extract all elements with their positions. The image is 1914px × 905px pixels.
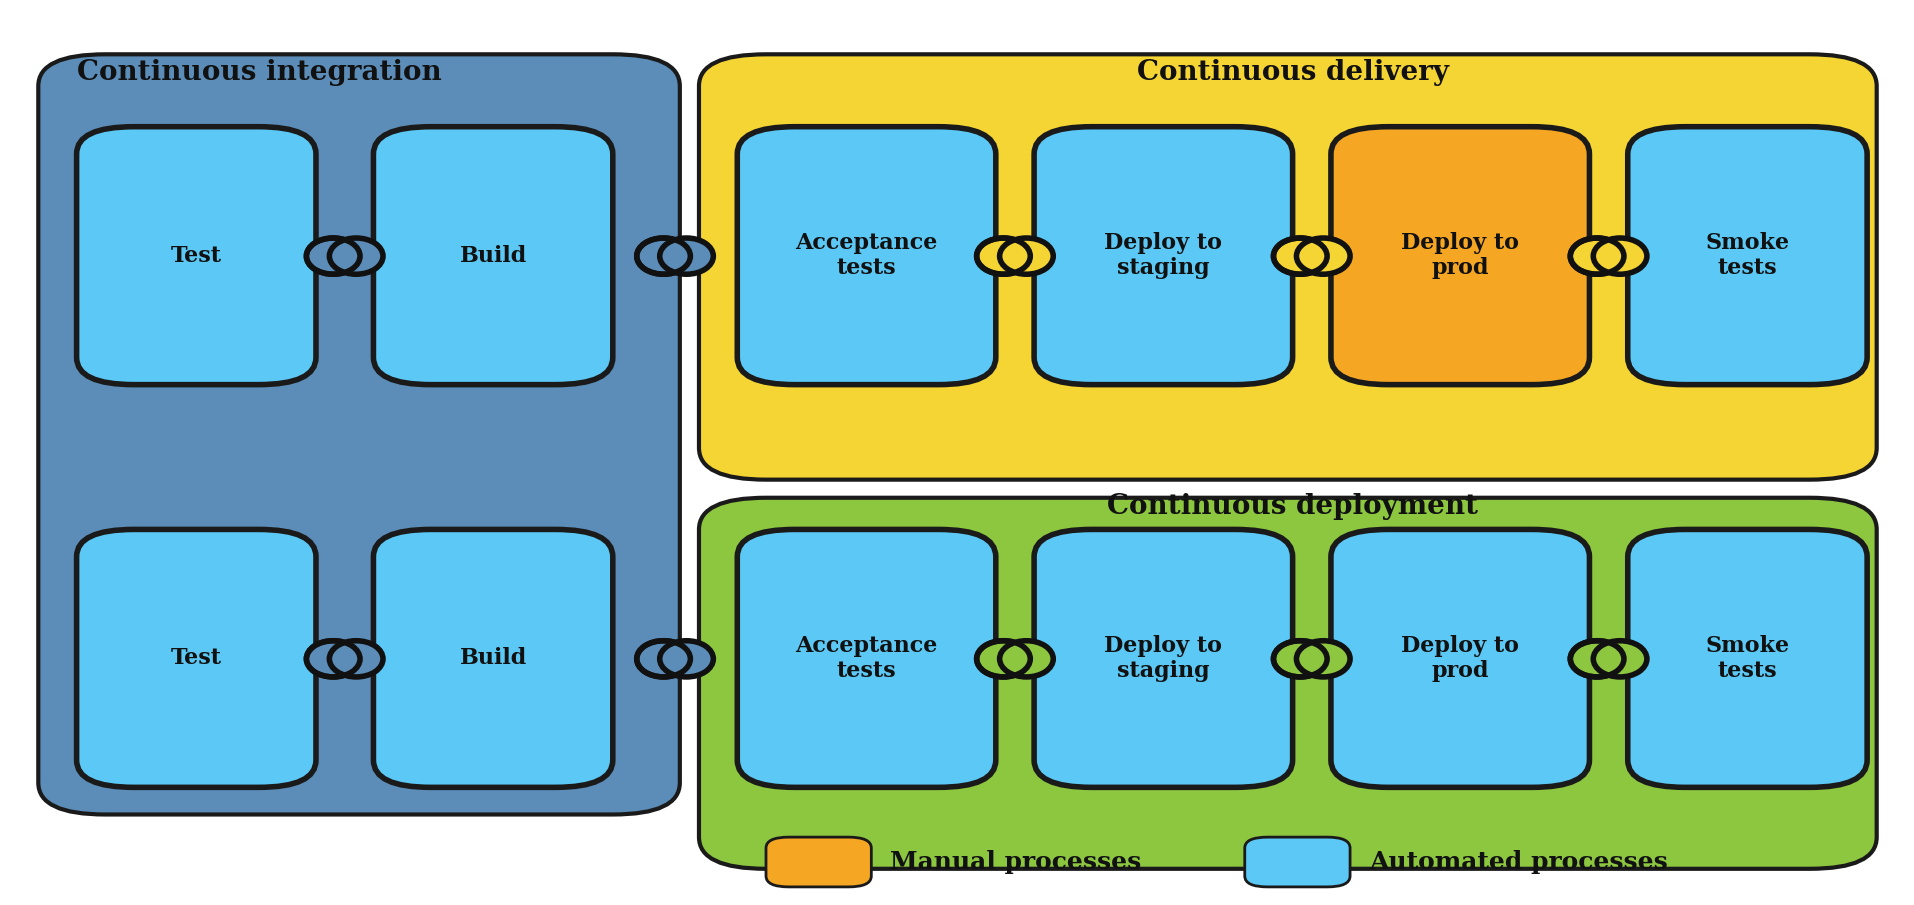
- Text: Deploy to
staging: Deploy to staging: [1104, 634, 1221, 682]
- Text: Continuous deployment: Continuous deployment: [1106, 493, 1478, 520]
- FancyBboxPatch shape: [373, 529, 612, 787]
- Ellipse shape: [1273, 238, 1326, 274]
- Text: Smoke
tests: Smoke tests: [1705, 634, 1788, 682]
- Ellipse shape: [329, 238, 383, 274]
- Text: Continuous integration: Continuous integration: [77, 59, 440, 86]
- Ellipse shape: [976, 641, 1030, 677]
- FancyBboxPatch shape: [38, 54, 679, 814]
- Text: Test: Test: [170, 244, 222, 267]
- Ellipse shape: [1592, 641, 1646, 677]
- FancyBboxPatch shape: [1627, 127, 1866, 385]
- Text: Test: Test: [170, 647, 222, 670]
- Text: Manual processes: Manual processes: [890, 850, 1141, 874]
- FancyBboxPatch shape: [1034, 529, 1292, 787]
- Text: Acceptance
tests: Acceptance tests: [794, 232, 938, 280]
- Ellipse shape: [999, 641, 1053, 677]
- Ellipse shape: [637, 238, 691, 274]
- FancyBboxPatch shape: [1330, 127, 1589, 385]
- Ellipse shape: [1296, 238, 1349, 274]
- FancyBboxPatch shape: [77, 529, 316, 787]
- FancyBboxPatch shape: [373, 127, 612, 385]
- Text: Continuous delivery: Continuous delivery: [1137, 59, 1447, 86]
- FancyBboxPatch shape: [737, 529, 995, 787]
- FancyBboxPatch shape: [1244, 837, 1349, 887]
- FancyBboxPatch shape: [699, 54, 1876, 480]
- Ellipse shape: [637, 641, 691, 677]
- Text: Smoke
tests: Smoke tests: [1705, 232, 1788, 280]
- Text: Automated processes: Automated processes: [1369, 850, 1667, 874]
- Ellipse shape: [306, 238, 360, 274]
- FancyBboxPatch shape: [77, 127, 316, 385]
- Ellipse shape: [660, 238, 714, 274]
- Ellipse shape: [999, 238, 1053, 274]
- Ellipse shape: [1569, 238, 1623, 274]
- Text: Acceptance
tests: Acceptance tests: [794, 634, 938, 682]
- Text: Deploy to
staging: Deploy to staging: [1104, 232, 1221, 280]
- Ellipse shape: [660, 641, 714, 677]
- Text: Build: Build: [459, 244, 526, 267]
- FancyBboxPatch shape: [737, 127, 995, 385]
- FancyBboxPatch shape: [699, 498, 1876, 869]
- Ellipse shape: [1592, 238, 1646, 274]
- Ellipse shape: [976, 238, 1030, 274]
- FancyBboxPatch shape: [1627, 529, 1866, 787]
- FancyBboxPatch shape: [766, 837, 871, 887]
- Ellipse shape: [329, 641, 383, 677]
- FancyBboxPatch shape: [1330, 529, 1589, 787]
- Text: Deploy to
prod: Deploy to prod: [1401, 232, 1518, 280]
- FancyBboxPatch shape: [1034, 127, 1292, 385]
- Ellipse shape: [1273, 641, 1326, 677]
- Ellipse shape: [1569, 641, 1623, 677]
- Ellipse shape: [306, 641, 360, 677]
- Ellipse shape: [1296, 641, 1349, 677]
- Text: Deploy to
prod: Deploy to prod: [1401, 634, 1518, 682]
- Text: Build: Build: [459, 647, 526, 670]
